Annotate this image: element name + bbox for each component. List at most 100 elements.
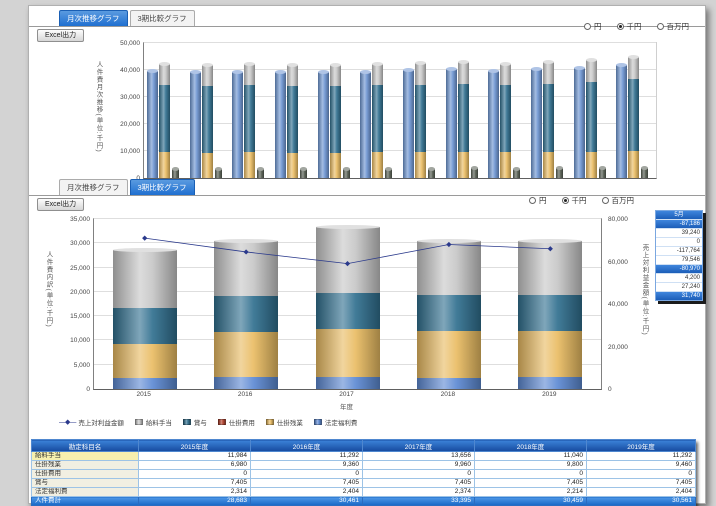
stacked-bar-segment <box>214 295 279 332</box>
axis-tick-label: 0 <box>86 386 90 393</box>
value-cell: 2,314 <box>138 487 251 497</box>
bar <box>275 70 286 178</box>
bar-cap <box>628 55 640 60</box>
bar-cap <box>232 69 244 74</box>
value-cell: 7,405 <box>586 478 696 488</box>
side-panel-value: 79,546 <box>656 255 702 264</box>
line-marker-diamond <box>344 261 351 267</box>
table-total-row: 人件費計 28,683 30,461 33,395 30,459 30,561 <box>31 496 696 506</box>
bar-cap <box>329 62 341 67</box>
stacked-bar-segment <box>543 83 554 153</box>
table-row: 法定福利費 2,314 2,404 2,374 2,214 2,404 <box>31 487 696 497</box>
unit-radio-百万円[interactable]: 百万円 <box>601 195 634 206</box>
legend-item: 仕掛費用 <box>217 417 255 427</box>
chart1-y-axis-labels: 50,000 40,000 30,000 20,000 10,000 0 <box>105 39 140 182</box>
bar-cap <box>385 166 393 171</box>
unit-radio-百万円[interactable]: 百万円 <box>656 21 690 32</box>
value-cell: 9,460 <box>586 460 696 470</box>
legend-line-marker-icon: —◆— <box>59 419 76 426</box>
stacked-bar-segment <box>415 61 426 85</box>
bar-cap <box>500 61 512 66</box>
tab-3period-compare[interactable]: 3期比較グラフ <box>129 10 195 26</box>
value-cell: 2,404 <box>250 487 363 497</box>
total-value-cell: 30,459 <box>474 496 587 506</box>
total-value-cell: 30,461 <box>250 496 363 506</box>
chart2-left-axis-labels: 35,000 30,000 25,000 20,000 15,000 10,000 5,00… <box>55 215 90 393</box>
axis-tick-label: 25,000 <box>70 264 90 272</box>
bar-cap <box>457 60 469 65</box>
bar <box>385 166 393 178</box>
side-panel-value: -80,970 <box>656 264 702 273</box>
unit-radio-円[interactable]: 円 <box>529 195 547 206</box>
stacked-bar-segment <box>214 377 279 389</box>
bar-cap <box>244 62 256 67</box>
side-panel-value: -117,764 <box>656 246 702 255</box>
value-cell: 13,656 <box>362 451 475 461</box>
value-cell: 11,040 <box>474 451 587 461</box>
stacked-bar-segment <box>112 247 177 308</box>
stacked-bar-segment <box>372 152 384 178</box>
bar <box>147 69 158 178</box>
value-cell: 0 <box>362 469 475 479</box>
axis-tick-label: 2018 <box>440 391 456 398</box>
table-header-row: 勘定科目名 2015年度 2016年度 2017年度 2018年度 2019年度 <box>31 439 696 452</box>
chart2-right-axis-title: 売上対利益金額(単位:千円) <box>641 244 648 336</box>
bar <box>189 70 201 178</box>
bar-cap <box>543 59 554 64</box>
value-cell: 7,405 <box>362 478 475 488</box>
tab-monthly-trend-2[interactable]: 月次推移グラフ <box>59 179 128 195</box>
stacked-bar-segment <box>287 62 298 87</box>
value-cell: 0 <box>250 469 363 479</box>
stacked-bar-segment <box>329 152 341 178</box>
stacked-bar-segment <box>500 85 512 153</box>
tab-monthly-trend[interactable]: 月次推移グラフ <box>59 10 128 26</box>
stacked-bar-segment <box>315 377 380 389</box>
chart2-x-axis-labels: 2015 2016 2017 2018 2019 <box>93 391 600 400</box>
value-cell: 7,405 <box>250 478 363 488</box>
bar <box>403 68 414 178</box>
total-value-cell: 33,395 <box>362 496 475 506</box>
tab-3period-compare-2[interactable]: 3期比較グラフ <box>129 179 195 195</box>
stacked-bar-segment <box>287 152 298 178</box>
row-label-cell: 仕掛費用 <box>31 469 139 479</box>
bar-cap <box>518 238 583 243</box>
side-panel-value: 31,740 <box>656 291 702 300</box>
radio-label: 円 <box>594 22 602 31</box>
gridline <box>144 123 656 124</box>
axis-tick-label: 2016 <box>237 391 253 398</box>
legend-swatch-icon <box>265 419 274 425</box>
table-row: 賞与 7,405 7,405 7,405 7,405 7,405 <box>31 478 696 488</box>
unit-radio-千円[interactable]: 千円 <box>561 195 587 206</box>
axis-tick-label: 2019 <box>542 391 557 398</box>
legend-item: 給料手当 <box>134 417 172 427</box>
excel-export-button-1[interactable]: Excel出力 <box>37 29 85 42</box>
table-row: 仕掛残業 6,980 9,360 9,960 9,800 9,460 <box>31 460 696 470</box>
bar-cap <box>147 69 158 74</box>
column-header: 2019年度 <box>586 439 696 452</box>
stacked-bar-segment <box>415 152 426 178</box>
legend-label: 給料手当 <box>145 420 172 427</box>
stacked-bar-segment <box>518 295 583 332</box>
stacked-bar-segment <box>112 343 177 378</box>
gridline <box>144 42 656 43</box>
stacked-bar-segment <box>372 85 384 153</box>
bar <box>488 68 500 178</box>
column-header: 勘定科目名 <box>31 439 139 452</box>
table-row: 給料手当 11,984 11,292 13,656 11,040 11,292 <box>31 451 696 461</box>
bar <box>531 67 542 178</box>
unit-radio-円[interactable]: 円 <box>584 21 602 32</box>
chart2-x-axis-title: 年度 <box>340 404 353 411</box>
bar <box>428 166 435 178</box>
axis-tick-label: 40,000 <box>608 301 628 308</box>
excel-export-button-2[interactable]: Excel出力 <box>37 198 85 211</box>
stacked-bar-segment <box>415 84 426 153</box>
axis-tick-label: 20,000 <box>608 343 628 351</box>
stacked-bar-segment <box>457 60 469 85</box>
value-cell: 6,980 <box>138 460 251 470</box>
stacked-bar-segment <box>628 55 640 80</box>
value-cell: 11,292 <box>250 451 363 461</box>
bar <box>257 166 265 178</box>
unit-radio-千円[interactable]: 千円 <box>616 21 642 32</box>
radio-label: 百万円 <box>666 22 690 31</box>
bar-cap <box>428 166 435 171</box>
